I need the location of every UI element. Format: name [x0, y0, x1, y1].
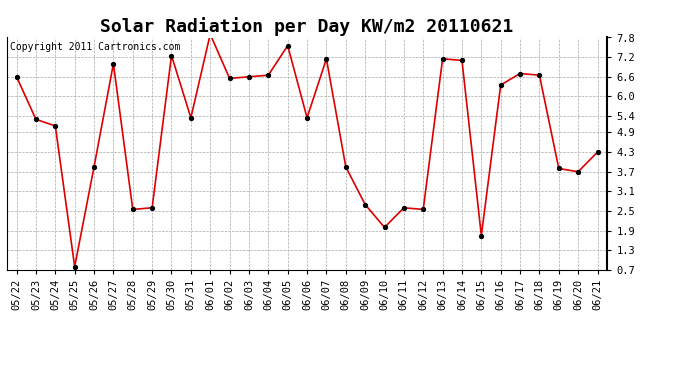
Text: Copyright 2011 Cartronics.com: Copyright 2011 Cartronics.com — [10, 42, 180, 52]
Title: Solar Radiation per Day KW/m2 20110621: Solar Radiation per Day KW/m2 20110621 — [101, 17, 513, 36]
